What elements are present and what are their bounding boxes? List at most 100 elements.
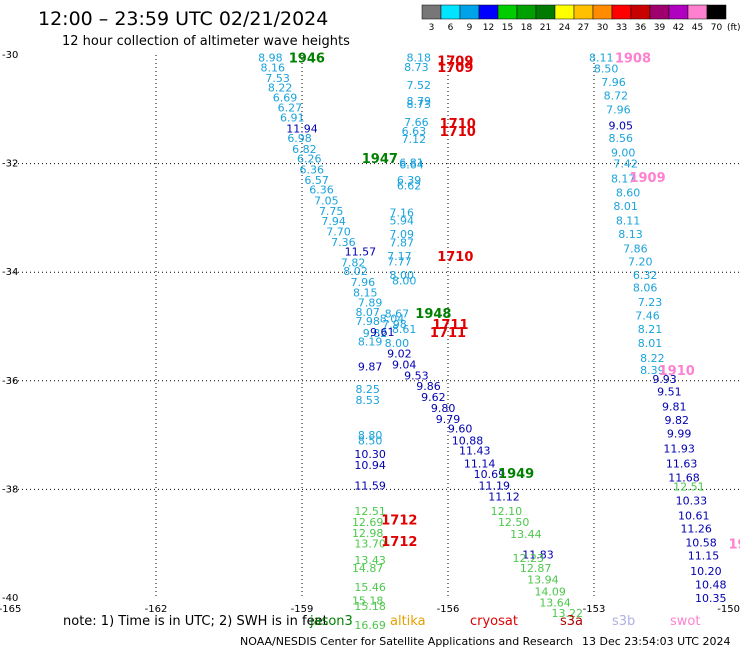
swh-value: 9.82	[363, 327, 388, 340]
swh-value: 11.68	[668, 471, 700, 484]
swh-value: 8.06	[633, 281, 658, 294]
swh-value: 7.96	[351, 276, 376, 289]
y-tick-label: -40	[2, 593, 18, 604]
swh-value: 15.46	[354, 581, 386, 594]
pass-label: 1710	[440, 125, 476, 140]
swh-value: 7.52	[407, 79, 432, 92]
legend-swatch	[554, 4, 575, 20]
swh-value: 10.94	[354, 459, 386, 472]
swh-value: 13.70	[354, 538, 386, 551]
swh-value: 8.16	[261, 61, 286, 74]
swh-value: 12.10	[491, 505, 523, 518]
legend-label: 36	[635, 23, 647, 33]
legend-swatch	[668, 4, 689, 20]
satellite-legend: jason3 altika cryosat s3a s3b swot	[309, 614, 700, 629]
swh-value: 8.22	[640, 352, 665, 365]
pass-label: 1709	[437, 61, 473, 76]
swh-value: 8.07	[355, 306, 380, 319]
swh-value: 7.12	[402, 133, 427, 146]
color-legend: 3 6 9 12 15 18 21 24 27 30 33 36 39 42 45 70 (ft)	[421, 4, 740, 33]
swh-value: 6.39	[397, 174, 422, 187]
swh-value: 12.50	[498, 516, 530, 529]
swh-value: 6.26	[297, 153, 322, 166]
swh-value: 13.94	[527, 574, 559, 587]
swh-value: 8.73	[407, 98, 432, 111]
swh-value: 9.05	[609, 120, 634, 133]
swh-value: 7.96	[606, 103, 631, 116]
swh-value: 8.56	[609, 132, 634, 145]
swh-value: 12.51	[673, 481, 705, 494]
swh-value: 9.04	[392, 359, 417, 372]
chart-subtitle: 12 hour collection of altimeter wave hei…	[62, 34, 350, 49]
legend-unit: (ft)	[727, 23, 740, 33]
swh-value: 13.22	[551, 607, 583, 620]
swh-value: 7.77	[387, 255, 412, 268]
swh-value: 13.64	[539, 596, 571, 609]
swh-value: 12.51	[354, 505, 386, 518]
swh-value: 10.35	[695, 592, 727, 605]
swh-value: 9.79	[436, 413, 461, 426]
legend-swatch	[440, 4, 461, 20]
legend-swatch	[459, 4, 480, 20]
swh-value: 9.61	[370, 326, 395, 339]
swh-value: 11.57	[345, 246, 377, 259]
swh-value: 8.02	[343, 265, 368, 278]
swh-value: 7.05	[314, 195, 339, 208]
satellite-label-cryosat: cryosat	[470, 614, 518, 629]
swh-value: 7.82	[341, 256, 366, 269]
swh-value: 11.83	[522, 549, 554, 562]
swh-value: 6.57	[304, 174, 329, 187]
swh-value: 7.23	[638, 296, 663, 309]
pass-label: 1949	[498, 467, 534, 482]
swh-value: 11.59	[354, 480, 386, 493]
swh-value: 7.98	[382, 318, 407, 331]
swh-value: 11.15	[688, 550, 720, 563]
satellite-label-altika: altika	[390, 614, 426, 629]
swh-value: 10.69	[474, 468, 506, 481]
swh-value: 8.21	[638, 323, 663, 336]
swh-value: 7.75	[319, 205, 344, 218]
legend-label: 21	[540, 23, 551, 33]
swh-value: 7.87	[390, 236, 415, 249]
swh-value: 11.93	[663, 443, 695, 456]
swh-value: 12.98	[352, 527, 384, 540]
swh-value: 6.98	[287, 132, 312, 145]
swh-value: 8.18	[407, 52, 432, 65]
swh-value: 8.13	[618, 228, 643, 241]
swh-value: 12.69	[352, 516, 384, 529]
swh-value: 7.86	[623, 242, 648, 255]
swh-value: 9.99	[667, 427, 692, 440]
swh-value: 14.09	[534, 585, 566, 598]
swh-value: 14.87	[352, 562, 384, 575]
swh-value: 8.11	[616, 215, 641, 228]
swh-value: 9.51	[657, 386, 682, 399]
legend-label: 27	[578, 23, 589, 33]
swh-value: 8.67	[385, 307, 410, 320]
pass-label: 1712	[381, 535, 417, 550]
x-tick-label: -156	[437, 604, 460, 615]
pass-label: 1710	[437, 250, 473, 265]
swh-value: 7.89	[358, 297, 383, 310]
swh-value: 7.20	[628, 255, 653, 268]
x-tick-label: -150	[717, 604, 740, 615]
legend-swatch	[630, 4, 651, 20]
swh-value: 11.14	[464, 457, 496, 470]
swh-value: 6.64	[399, 159, 424, 172]
pass-label: 1710	[440, 117, 476, 132]
swh-value: 7.53	[265, 72, 290, 85]
pass-label: 1712	[381, 513, 417, 528]
swh-value: 8.61	[392, 323, 417, 336]
pass-labels: 1946194719481949170917091710171017101711…	[289, 52, 740, 553]
satellite-label-swot: swot	[670, 614, 700, 629]
swh-value: 8.73	[404, 61, 429, 74]
swh-value: 8.22	[268, 82, 293, 95]
swh-value: 9.80	[431, 402, 456, 415]
pass-label: 1711	[430, 326, 466, 341]
swh-value: 10.88	[452, 435, 484, 448]
swh-value: 7.46	[635, 310, 660, 323]
swh-value: 8.15	[353, 286, 378, 299]
swh-value: 5.94	[390, 215, 415, 228]
satellite-label-s3a: s3a	[560, 614, 583, 629]
swh-value: 12.23	[513, 552, 545, 565]
legend-swatch	[478, 4, 499, 20]
